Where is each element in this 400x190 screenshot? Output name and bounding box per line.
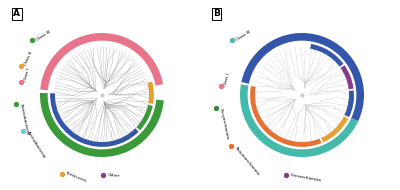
Text: Thaumarchaeota: Thaumarchaeota: [234, 145, 260, 175]
Text: Proteobacteria: Proteobacteria: [18, 103, 29, 135]
Text: Class I: Class I: [23, 68, 30, 82]
Text: Class II: Class II: [23, 51, 33, 67]
Text: B: B: [213, 9, 220, 18]
Text: Euryarchaeota: Euryarchaeota: [218, 108, 229, 139]
Text: Crenarchaeota: Crenarchaeota: [290, 173, 322, 183]
Text: Actinobacteria: Actinobacteria: [26, 130, 46, 159]
Text: Class I: Class I: [223, 72, 230, 87]
Text: Other: Other: [108, 173, 120, 178]
Text: Firmicutes: Firmicutes: [66, 172, 88, 184]
Text: Class III: Class III: [36, 29, 52, 41]
Text: Class III: Class III: [236, 29, 252, 41]
Text: A: A: [13, 9, 20, 18]
